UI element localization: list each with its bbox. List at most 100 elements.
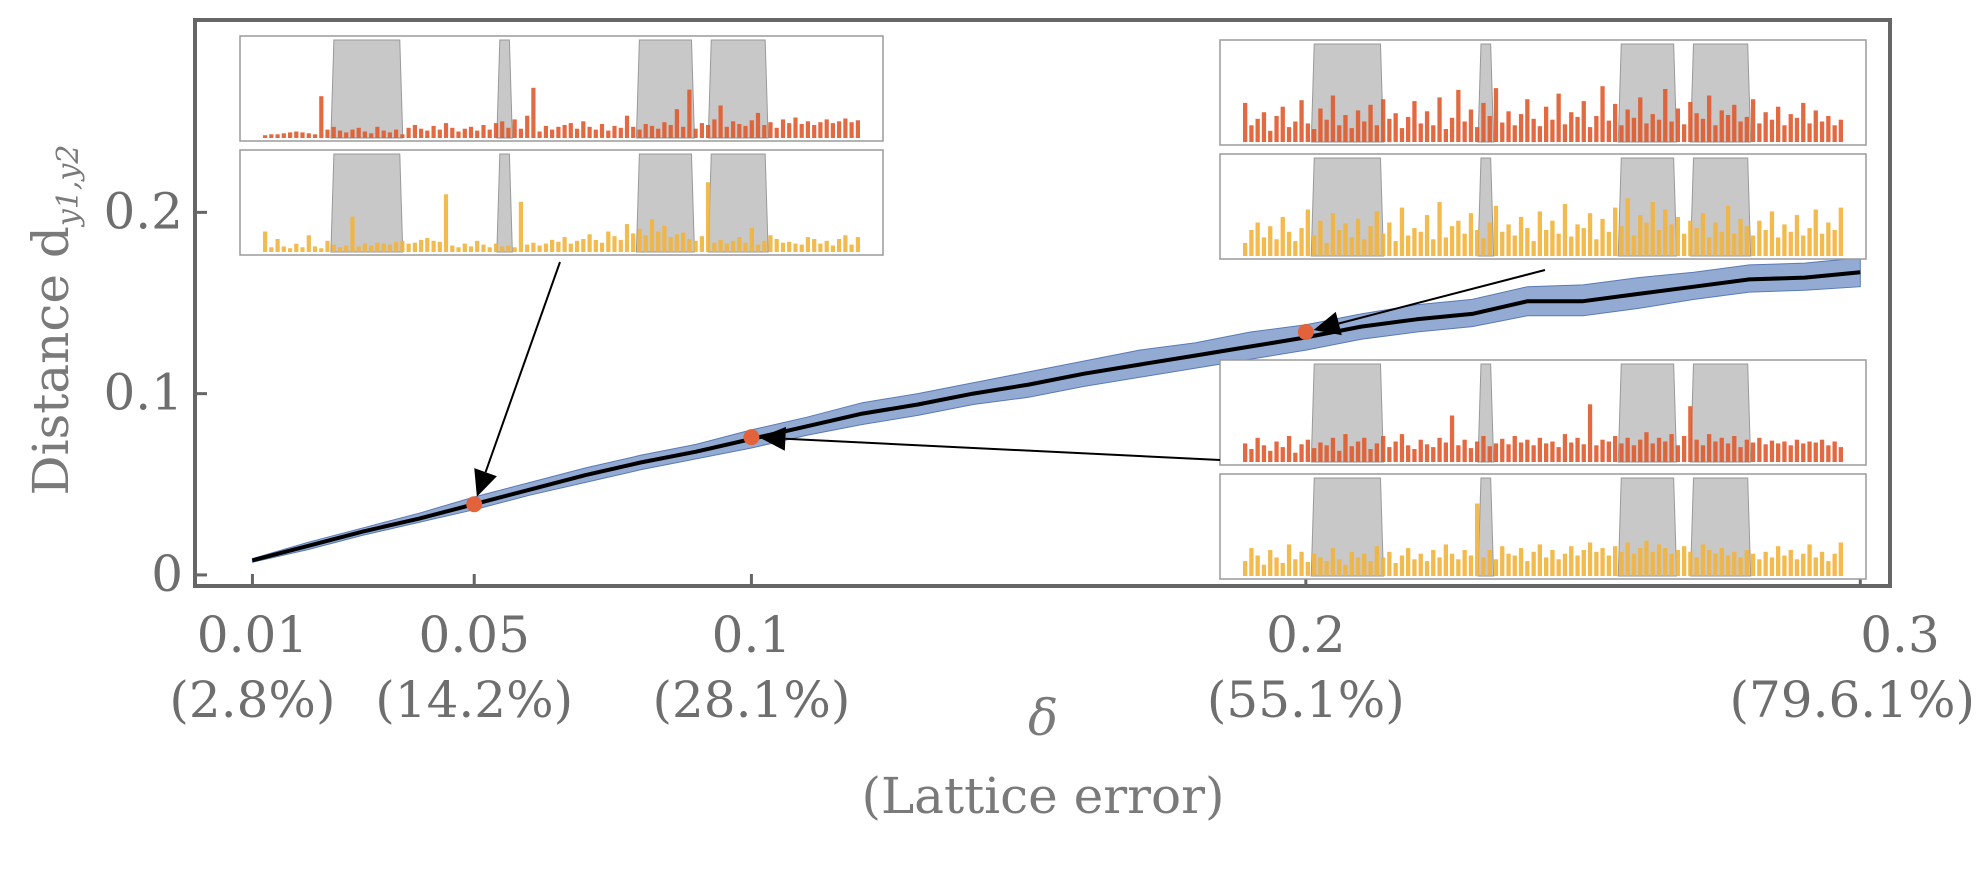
- inset-bar: [406, 243, 411, 252]
- inset-bar: [1418, 231, 1423, 256]
- inset-bar: [687, 239, 692, 252]
- inset-histograms: [239, 35, 1867, 580]
- inset-bar: [1349, 446, 1354, 462]
- inset-bar: [1475, 503, 1480, 576]
- inset-bar: [662, 226, 667, 252]
- inset-bar: [1587, 404, 1593, 462]
- inset-bar: [1500, 438, 1505, 463]
- inset-bar: [1412, 559, 1417, 576]
- inset-bar: [475, 240, 480, 252]
- inset-bar: [1525, 228, 1530, 256]
- inset-bar: [1268, 226, 1273, 256]
- inset-bar: [1801, 553, 1806, 576]
- inset-bar: [1725, 115, 1731, 142]
- inset-bar: [1757, 220, 1762, 256]
- y-tick-label: 0.1: [103, 364, 183, 422]
- inset-bar: [1280, 447, 1285, 462]
- inset-bar: [1813, 557, 1818, 576]
- annotation-arrows: [474, 261, 1546, 497]
- inset-bar: [1481, 557, 1486, 576]
- inset-bar: [487, 129, 492, 138]
- inset-bar: [1243, 561, 1248, 576]
- inset-bar: [699, 236, 704, 252]
- inset-bar: [1732, 104, 1737, 142]
- inset-bar: [649, 219, 655, 252]
- inset-bar: [1656, 230, 1662, 256]
- inset-bar: [1355, 557, 1361, 576]
- inset-bar: [1437, 97, 1442, 142]
- inset-bar: [1268, 450, 1273, 462]
- inset-bar: [1594, 445, 1599, 462]
- inset-bar: [1801, 443, 1806, 462]
- x-tick-sublabel: (79.6.1%): [1729, 671, 1975, 729]
- inset-bar: [1274, 116, 1279, 142]
- inset-bar: [1261, 237, 1267, 256]
- inset-bar: [1312, 448, 1317, 462]
- inset-bar: [1280, 106, 1285, 142]
- inset-bar: [1813, 442, 1818, 462]
- inset-bar: [1638, 97, 1643, 142]
- inset-bar: [1274, 557, 1279, 576]
- inset-bar: [537, 131, 542, 138]
- inset-bar: [1268, 550, 1273, 576]
- inset-bar: [799, 124, 804, 138]
- inset-bar: [793, 117, 798, 138]
- inset-bar: [1819, 439, 1825, 462]
- inset-bar: [319, 248, 324, 252]
- inset-bar: [1268, 130, 1273, 142]
- inset-bar: [1537, 211, 1542, 256]
- inset-bar: [1594, 239, 1599, 256]
- arrow-head: [474, 468, 497, 497]
- inset-bar: [319, 96, 324, 139]
- inset-bar: [674, 109, 679, 138]
- highlighted-point: [466, 496, 483, 513]
- inset-bar: [1807, 441, 1812, 462]
- inset-bar: [599, 124, 605, 138]
- inset-bar: [1299, 228, 1304, 256]
- inset-bar: [1362, 239, 1367, 256]
- inset-bar: [269, 247, 274, 252]
- inset-bar: [1644, 123, 1649, 142]
- arrow-line: [785, 437, 1221, 461]
- inset-bar: [1832, 441, 1837, 462]
- inset-bar: [1475, 441, 1480, 462]
- inset-bar: [294, 243, 299, 252]
- inset-bar: [1500, 231, 1505, 256]
- inset-bar: [1393, 563, 1398, 576]
- inset-bar: [306, 133, 311, 138]
- inset-bar: [1443, 544, 1448, 576]
- inset-bar: [406, 127, 411, 138]
- inset-bar: [1418, 123, 1423, 142]
- inset-gray-segment: [707, 153, 769, 253]
- inset-bar: [1581, 444, 1586, 462]
- inset-bar: [1487, 116, 1492, 142]
- inset-bar: [1663, 441, 1668, 462]
- inset-bar: [780, 242, 786, 252]
- inset-bar: [824, 240, 829, 252]
- inset-bar: [525, 115, 530, 138]
- inset-bar: [1694, 228, 1699, 256]
- inset-bar: [1431, 447, 1436, 462]
- inset-bar: [1349, 237, 1354, 256]
- inset-bar: [1424, 111, 1430, 142]
- inset-bar: [1249, 548, 1254, 576]
- inset-bar: [1807, 544, 1812, 576]
- inset-bar: [481, 125, 486, 138]
- inset-bar: [1556, 447, 1561, 462]
- inset-bar: [431, 240, 436, 252]
- inset-bar: [1343, 115, 1348, 142]
- inset-bar: [1349, 551, 1354, 576]
- inset-bar: [1449, 415, 1455, 462]
- inset-bar: [1293, 121, 1298, 142]
- inset-bar: [1644, 432, 1649, 462]
- inset-bar: [500, 246, 505, 252]
- inset-bar: [1343, 564, 1348, 576]
- inset-bar: [1431, 239, 1436, 256]
- inset-bar: [793, 243, 798, 252]
- inset-bar: [1688, 102, 1693, 142]
- inset-bar: [1261, 445, 1267, 462]
- inset-bar: [1424, 561, 1430, 576]
- inset-bar: [1826, 116, 1831, 142]
- inset-bar: [1788, 445, 1793, 462]
- inset-bar: [1606, 231, 1611, 256]
